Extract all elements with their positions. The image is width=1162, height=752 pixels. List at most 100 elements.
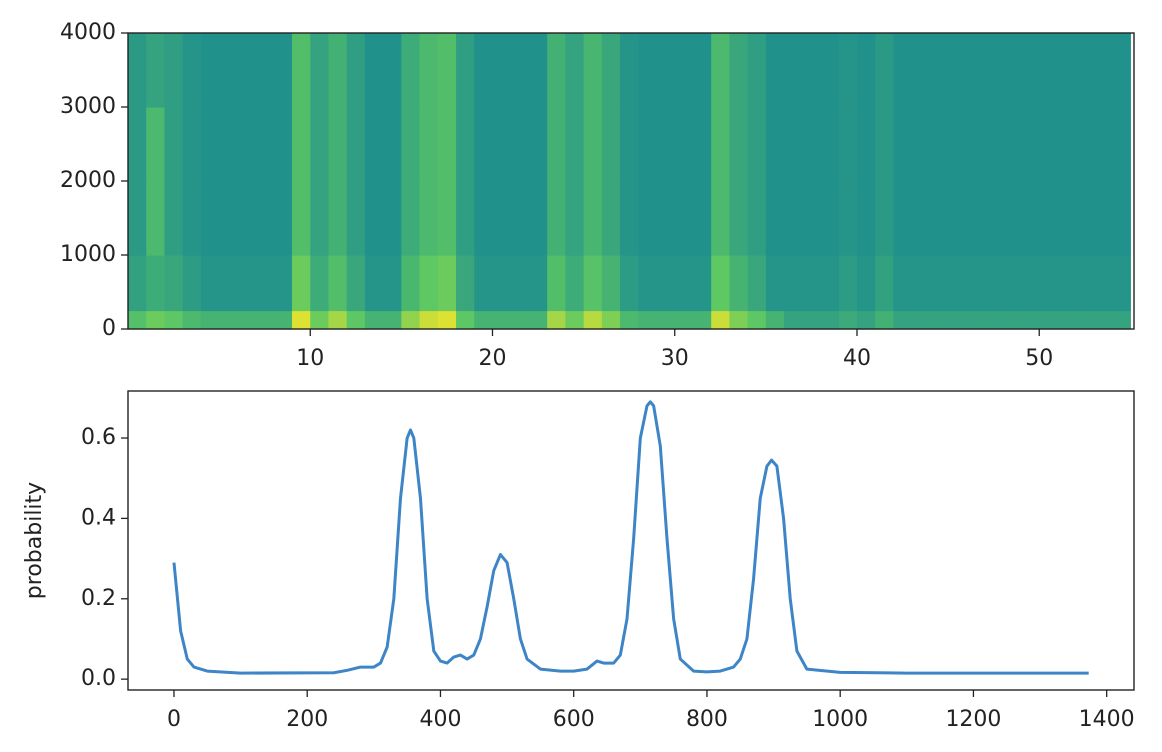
heatmap-cell bbox=[802, 181, 822, 256]
heatmap-cell bbox=[820, 255, 840, 312]
heatmap-cell bbox=[711, 33, 731, 108]
heatmap-cell bbox=[656, 33, 676, 108]
heatmap-cell bbox=[620, 107, 639, 182]
heatmap-cell bbox=[1057, 107, 1077, 182]
heatmap-cell bbox=[419, 310, 439, 330]
heatmap-cell bbox=[765, 181, 785, 256]
heatmap-cell bbox=[929, 255, 949, 312]
heatmap-cell bbox=[692, 181, 712, 256]
heatmap-cell bbox=[346, 107, 366, 182]
heatmap-cell bbox=[255, 310, 275, 330]
heatmap-cell bbox=[1093, 255, 1113, 312]
y-tick-label: 0.0 bbox=[81, 666, 116, 691]
heatmap-cell bbox=[638, 310, 658, 330]
heatmap-cell bbox=[692, 255, 712, 312]
heatmap-cell bbox=[1112, 107, 1131, 182]
heatmap-cell bbox=[583, 33, 603, 108]
heatmap-cell bbox=[911, 181, 931, 256]
heatmap-cell bbox=[820, 107, 840, 182]
heatmap-cell bbox=[893, 33, 913, 108]
heatmap-cell bbox=[1039, 255, 1059, 312]
heatmap-cell bbox=[364, 181, 384, 256]
heatmap-cell bbox=[656, 310, 676, 330]
heatmap-cell bbox=[1039, 33, 1059, 108]
heatmap-cell bbox=[929, 33, 949, 108]
x-tick-label: 200 bbox=[286, 707, 328, 732]
x-tick-label: 800 bbox=[686, 707, 728, 732]
heatmap-cell bbox=[255, 181, 275, 256]
heatmap-cell bbox=[1002, 255, 1022, 312]
heatmap-cell bbox=[565, 181, 585, 256]
heatmap-cell bbox=[182, 181, 202, 256]
heatmap-cell bbox=[364, 255, 384, 312]
heatmap-cell bbox=[292, 181, 311, 256]
heatmap-cell bbox=[1021, 107, 1040, 182]
heatmap-cell bbox=[219, 181, 238, 256]
heatmap-cell bbox=[510, 255, 530, 312]
heatmap-cell bbox=[310, 107, 330, 182]
heatmap-cell bbox=[711, 181, 731, 256]
x-tick-label: 600 bbox=[553, 707, 595, 732]
heatmap-cell bbox=[292, 107, 311, 182]
heatmap-cell bbox=[638, 33, 658, 108]
heatmap-cell bbox=[802, 255, 822, 312]
heatmap-cell bbox=[1093, 181, 1113, 256]
heatmap-cell bbox=[474, 181, 494, 256]
heatmap-cell bbox=[747, 181, 767, 256]
heatmap-cell bbox=[346, 310, 366, 330]
heatmap-cell bbox=[456, 33, 475, 108]
heatmap-cell bbox=[565, 33, 585, 108]
heatmap-cell bbox=[401, 181, 421, 256]
heatmap-cell bbox=[929, 310, 949, 330]
heatmap-cell bbox=[255, 33, 275, 108]
x-tick-label: 1200 bbox=[945, 707, 1001, 732]
heatmap-cell bbox=[146, 255, 166, 312]
heatmap-cell bbox=[948, 33, 967, 108]
x-tick-label: 0 bbox=[167, 707, 181, 732]
heatmap-cell bbox=[856, 181, 876, 256]
heatmap-cell bbox=[401, 107, 421, 182]
heatmap-cell bbox=[128, 33, 147, 108]
heatmap-cell bbox=[182, 107, 202, 182]
heatmap-cell bbox=[474, 255, 494, 312]
heatmap-cell bbox=[674, 255, 694, 312]
heatmap-cell bbox=[620, 33, 639, 108]
heatmap-cell bbox=[1057, 310, 1077, 330]
heatmap-cell bbox=[128, 181, 147, 256]
heatmap-cell bbox=[1075, 33, 1095, 108]
heatmap-cell bbox=[984, 181, 1004, 256]
heatmap-cell bbox=[820, 33, 840, 108]
heatmap-cell bbox=[1039, 107, 1059, 182]
data-line bbox=[172, 400, 1089, 675]
heatmap-cell bbox=[765, 255, 785, 312]
heatmap-cell bbox=[601, 33, 621, 108]
heatmap-cell bbox=[1075, 107, 1095, 182]
heatmap-cell bbox=[419, 107, 439, 182]
heatmap-cell bbox=[182, 255, 202, 312]
heatmap-cell bbox=[948, 181, 967, 256]
heatmap-cell bbox=[437, 33, 457, 108]
heatmap-cell bbox=[1021, 33, 1040, 108]
heatmap-cell bbox=[601, 310, 621, 330]
heatmap-cell bbox=[364, 107, 384, 182]
heatmap-cell bbox=[237, 33, 257, 108]
heatmap-cell bbox=[547, 255, 566, 312]
heatmap-cell bbox=[510, 33, 530, 108]
heatmap-cell bbox=[237, 107, 257, 182]
heatmap-cell bbox=[547, 107, 566, 182]
heatmap-cell bbox=[547, 181, 566, 256]
heatmap-cell bbox=[802, 33, 822, 108]
heatmap-cell bbox=[729, 107, 749, 182]
heatmap-cell bbox=[164, 181, 184, 256]
heatmap-cell bbox=[437, 310, 457, 330]
heatmap-cell bbox=[1021, 255, 1040, 312]
heatmap-cell bbox=[692, 107, 712, 182]
heatmap-cell bbox=[692, 33, 712, 108]
heatmap-cell bbox=[273, 255, 293, 312]
heatmap-cell bbox=[401, 255, 421, 312]
heatmap-cell bbox=[1093, 107, 1113, 182]
heatmap-cell bbox=[838, 33, 858, 108]
heatmap-cell bbox=[219, 310, 238, 330]
x-tick-label: 20 bbox=[478, 346, 506, 371]
heatmap-cell bbox=[966, 33, 986, 108]
